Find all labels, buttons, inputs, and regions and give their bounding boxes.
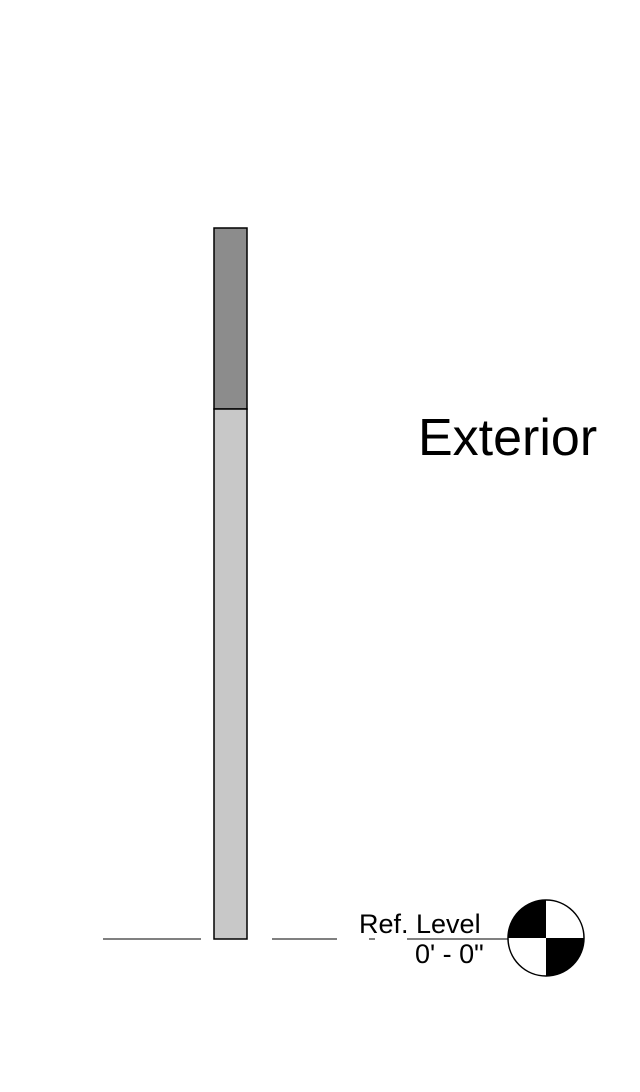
level-head-icon[interactable] (507, 899, 585, 977)
wall-upper-layer (213, 227, 248, 410)
level-elevation: 0' - 0" (415, 939, 484, 969)
room-label: Exterior (418, 409, 597, 467)
level-name: Ref. Level (359, 909, 481, 939)
wall-lower-layer (213, 408, 248, 940)
